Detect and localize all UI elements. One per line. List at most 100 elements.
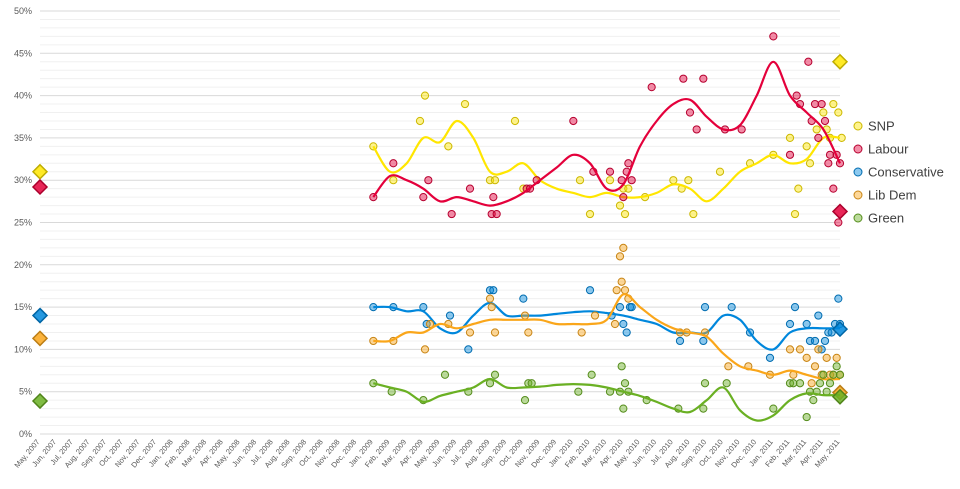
green-poll-point [722, 379, 731, 388]
snp-poll-point [510, 116, 520, 126]
conservative-poll-point [445, 311, 455, 320]
snp-poll-point [819, 108, 828, 117]
snp-poll-point [805, 159, 815, 168]
labour-poll-point [447, 209, 456, 219]
conservative-poll-point [464, 345, 473, 354]
conservative-poll-point [622, 328, 631, 337]
labour-poll-point [647, 83, 656, 92]
snp-poll-point [490, 176, 500, 185]
lib-dem-poll-point [524, 328, 533, 337]
green-poll-point [825, 379, 835, 388]
green-poll-point [587, 370, 596, 379]
green-poll-point [809, 396, 818, 405]
snp-poll-point [790, 209, 800, 219]
snp-poll-point [620, 209, 630, 219]
green-poll-point [699, 404, 708, 413]
labour-poll-point [814, 133, 823, 142]
legend-label: Green [868, 211, 904, 226]
y-tick-label: 50% [14, 6, 32, 16]
series-green [31, 362, 849, 422]
green-poll-point [485, 379, 495, 388]
y-tick-label: 35% [14, 133, 32, 143]
conservative-poll-point [615, 303, 625, 312]
green-2011-result-marker [831, 388, 849, 405]
labour-poll-point [465, 184, 475, 193]
conservative-2011-result-marker [831, 321, 849, 338]
conservative-poll-point [785, 319, 795, 329]
y-tick-label: 25% [14, 218, 32, 228]
green-poll-point [835, 370, 845, 379]
y-tick-label: 15% [14, 302, 32, 312]
lib-dem-poll-point [814, 345, 823, 354]
green-poll-point [802, 412, 811, 422]
legend-label: SNP [868, 119, 895, 134]
lib-dem-2007-result-marker [31, 330, 49, 347]
labour-poll-point [685, 108, 695, 117]
green-poll-point [527, 379, 536, 388]
labour-poll-point [492, 209, 501, 219]
labour-poll-point [829, 184, 838, 193]
legend-item-conservative: Conservative [853, 165, 944, 180]
y-tick-label: 20% [14, 260, 32, 270]
green-poll-point [617, 362, 626, 371]
green-trend-line [373, 377, 841, 422]
y-tick-label: 5% [19, 387, 32, 397]
conservative-poll-point [790, 303, 800, 312]
green-2007-result-marker [31, 392, 49, 410]
green-poll-point [789, 379, 798, 388]
labour-poll-point [792, 91, 801, 100]
legend-item-green: Green [853, 211, 904, 226]
conservative-poll-point [810, 336, 820, 346]
series-snp [31, 53, 849, 219]
snp-poll-point [794, 184, 803, 193]
series-lib-dem [31, 243, 849, 401]
legend-label: Conservative [868, 165, 944, 180]
labour-2011-result-marker [831, 203, 849, 220]
labour-poll-point [810, 99, 820, 109]
snp-poll-point [420, 91, 430, 100]
green-poll-point [440, 370, 450, 379]
legend-swatch [853, 213, 863, 223]
snp-poll-point [785, 133, 795, 142]
labour-poll-point [679, 74, 688, 83]
lib-dem-poll-point [795, 345, 805, 354]
lib-dem-poll-point [610, 319, 620, 329]
lib-dem-poll-point [485, 294, 495, 303]
green-poll-point [832, 362, 841, 371]
snp-poll-point [802, 142, 811, 151]
conservative-poll-point [700, 303, 710, 312]
lib-dem-poll-point [822, 353, 831, 362]
conservative-poll-point [627, 303, 636, 312]
snp-poll-point [585, 209, 595, 219]
labour-poll-point [692, 125, 701, 134]
y-tick-label: 45% [14, 48, 32, 58]
conservative-poll-point [814, 311, 823, 320]
green-poll-point [490, 370, 500, 379]
series-labour [31, 32, 849, 227]
snp-poll-point [669, 176, 678, 185]
labour-poll-point [424, 176, 433, 185]
legend-label: Labour [868, 142, 909, 157]
labour-2007-result-marker [31, 178, 49, 196]
lib-dem-poll-point [617, 277, 626, 286]
lib-dem-poll-point [487, 303, 496, 312]
snp-poll-point [444, 142, 453, 151]
snp-poll-point [605, 176, 615, 185]
labour-poll-point [825, 150, 835, 159]
series-layer [31, 32, 849, 422]
labour-poll-point [627, 176, 636, 185]
gridlines [40, 10, 840, 435]
labour-poll-point [737, 125, 746, 134]
snp-poll-point [615, 201, 625, 210]
snp-trend-line [372, 119, 841, 203]
green-poll-point [829, 370, 838, 379]
lib-dem-poll-point [785, 345, 795, 354]
legend-item-snp: SNP [853, 119, 895, 134]
snp-poll-point [575, 176, 585, 185]
labour-poll-point [820, 116, 830, 126]
lib-dem-poll-point [420, 345, 430, 354]
conservative-poll-point [585, 286, 595, 295]
green-poll-point [819, 370, 828, 379]
legend-item-lib-dem: Lib Dem [853, 188, 916, 203]
